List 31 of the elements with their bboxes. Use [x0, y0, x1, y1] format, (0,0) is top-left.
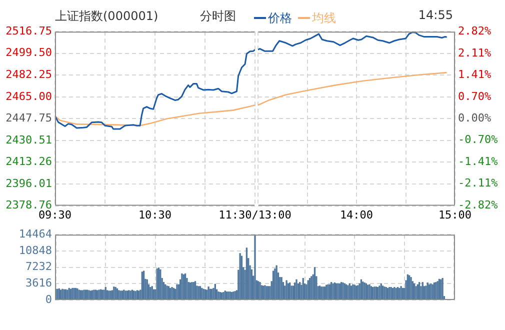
x-tick-label: 15:00	[438, 208, 472, 222]
chart-subtitle: 分时图	[200, 8, 236, 25]
y-tick-label: 2499.50	[6, 46, 52, 60]
x-tick-label: 10:30	[138, 208, 172, 222]
y-tick-label: 7232	[26, 260, 52, 274]
x-tick-label: 14:00	[340, 208, 374, 222]
text: 14:55	[418, 8, 453, 22]
y-tick-label: 2396.01	[6, 176, 52, 190]
y-tick-label: 10848	[18, 244, 52, 257]
y-tick-label: 0	[45, 292, 52, 306]
y-tick-label: 2465.00	[6, 90, 52, 103]
y-tick-label: 2482.25	[6, 68, 52, 82]
y-tick-label: 2430.51	[6, 133, 52, 146]
y2-tick-label: -0.70%	[458, 133, 498, 146]
y-tick-label: 2447.75	[6, 112, 52, 125]
y2-tick-label: 2.82%	[458, 24, 492, 38]
y-tick-label: 14464	[18, 227, 52, 240]
y2-tick-label: -1.41%	[458, 155, 498, 168]
y2-tick-label: 2.11%	[458, 46, 492, 60]
y-tick-label: 2516.75	[6, 24, 52, 38]
y2-tick-label: 0.70%	[458, 90, 492, 103]
y2-tick-label: -2.11%	[458, 176, 498, 190]
legend-label: 均线	[311, 10, 336, 26]
x-tick-label: 09:30	[38, 208, 72, 222]
legend-label: 价格	[267, 10, 292, 26]
y2-tick-label: 0.00%	[458, 112, 492, 125]
x-tick-label: 11:30/13:00	[218, 208, 292, 222]
y-tick-label: 2413.26	[6, 155, 52, 168]
y2-tick-label: 1.41%	[458, 68, 492, 82]
y-tick-label: 3616	[26, 276, 52, 290]
chart-title: 上证指数(000001)	[55, 8, 158, 25]
